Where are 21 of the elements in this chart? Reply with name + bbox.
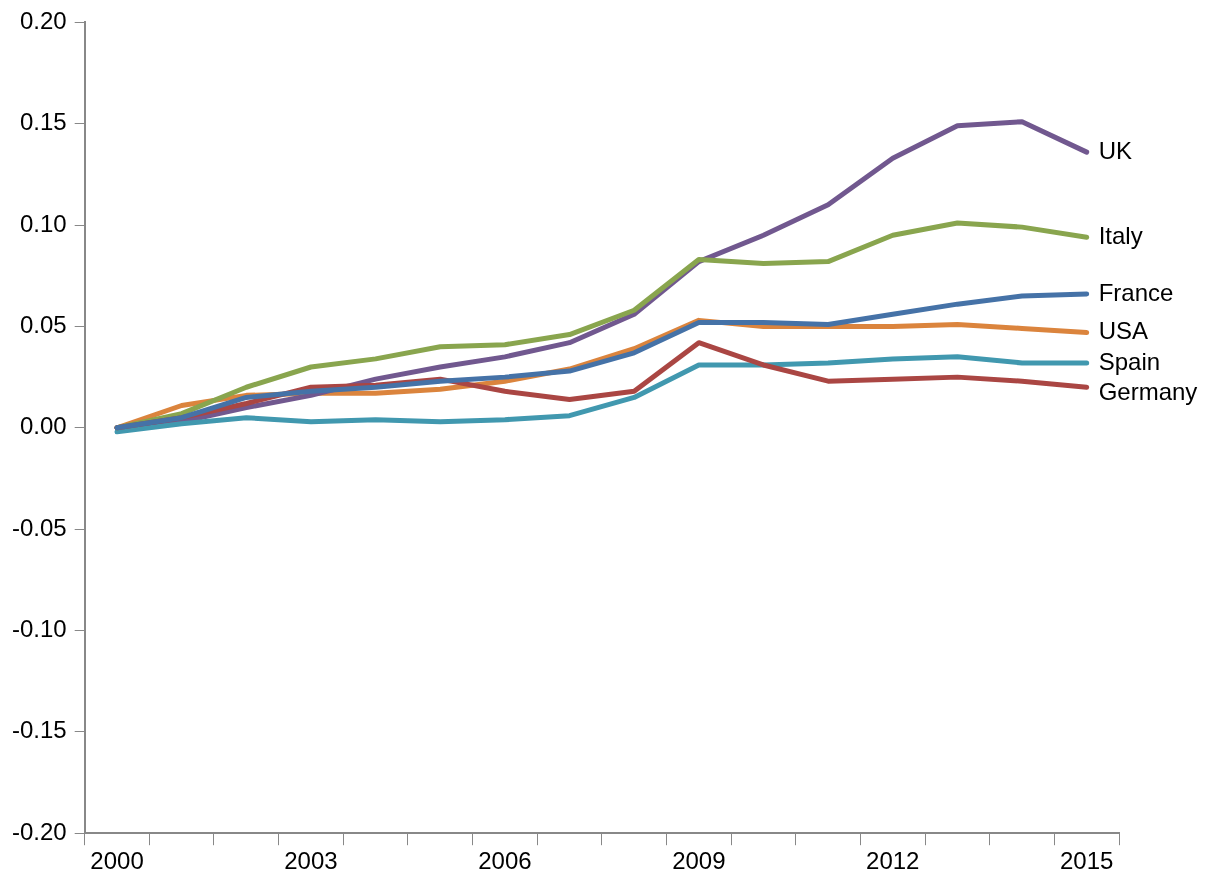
x-tick-label: 2012 [866, 847, 920, 875]
series-label: Italy [1098, 221, 1143, 249]
y-tick-label: 0.00 [19, 412, 67, 440]
x-tick-label: 2006 [478, 847, 532, 875]
series-label: UK [1098, 136, 1133, 164]
x-tick-label: 2009 [672, 847, 726, 875]
y-tick-label: 0.20 [19, 7, 67, 35]
x-tick-label: 2003 [284, 847, 338, 875]
x-tick-label: 2015 [1059, 847, 1114, 875]
y-tick-label: 0.10 [19, 209, 67, 237]
series-label: USA [1098, 317, 1149, 345]
y-tick-label: -0.20 [12, 817, 67, 845]
x-tick-label: 2000 [90, 847, 144, 875]
series-label: Germany [1098, 377, 1198, 405]
y-tick-label: 0.05 [19, 311, 67, 339]
series-label: France [1098, 278, 1174, 306]
y-tick-label: -0.15 [12, 716, 67, 744]
y-tick-label: 0.15 [19, 108, 67, 136]
y-tick-label: -0.10 [12, 615, 67, 643]
y-tick-label: -0.05 [12, 513, 67, 541]
series-label: Spain [1098, 347, 1161, 375]
